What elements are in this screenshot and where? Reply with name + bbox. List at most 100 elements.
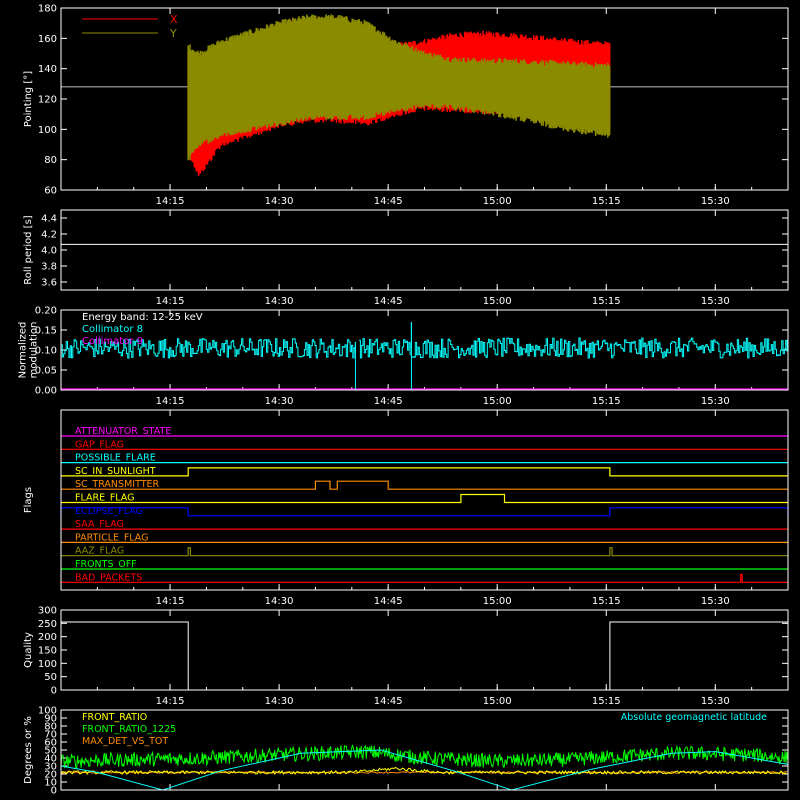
front-ratio-series-latitude [60,749,789,791]
flag-line [61,493,788,504]
front-ratio-series-max-det [60,771,788,774]
front-ratio-legend-label: MAX_DET_VS_TOT [82,736,168,747]
quality-xtick-label: 14:45 [374,696,403,707]
quality-ytick-label: 50 [44,672,57,683]
modulation-xtick-label: 15:15 [592,396,621,407]
pointing-ytick-label: 160 [38,34,57,45]
roll-ytick-label: 4.4 [41,214,57,225]
roll-xtick-label: 15:30 [701,296,730,307]
quality-xtick-label: 14:15 [156,696,185,707]
front-ratio-series-front-ratio [60,766,787,775]
roll-xtick-label: 14:45 [374,296,403,307]
modulation-ytick-label: 0.00 [35,386,57,397]
modulation-annotation: Energy band: 12-25 keV [82,312,203,323]
quality-ytick-label: 200 [38,632,57,643]
front-ratio-ytick-label: 80 [44,722,57,733]
flags-frame [60,409,789,591]
modulation-annotation: Collimator 8 [82,324,143,335]
flag-label: SC_IN_SUNLIGHT [75,466,156,477]
modulation-xtick-label: 15:00 [483,396,512,407]
quality-xtick-label: 15:15 [592,696,621,707]
flag-label: POSSIBLE_FLARE [75,453,156,464]
quality-panel: 0 50 100 150 200 250 300 Quality 14:15 14:30 14:45… [23,606,789,707]
pointing-legend-label: X [170,13,178,26]
flag-line [60,507,789,517]
pointing-panel: 60 80 100 120 140 160 180 Pointing [°] 14:15 14:3… [23,4,789,207]
quality-ytick-label: 250 [38,619,57,630]
modulation-panel: 0.00 0.05 0.10 0.15 0.20 Normalized modulation… [18,306,789,407]
flag-label: PARTICLE_FLAG [75,532,148,543]
front-ratio-ytick-label: 50 [44,746,57,757]
pointing-ytick-label: 100 [38,125,57,136]
pointing-xtick-label: 15:00 [483,196,512,207]
front-ratio-ytick-label: 40 [44,754,57,765]
pointing-ytick-label: 120 [38,95,57,106]
quality-ytick-label: 0 [51,686,57,697]
modulation-ytick-label: 0.15 [35,326,57,337]
front-ratio-ytick-label: 10 [44,778,57,789]
front-ratio-ytick-label: 90 [44,714,57,725]
front-ratio-frame [60,709,789,791]
flags-xtick-label: 14:45 [374,596,403,607]
modulation-ytick-label: 0.20 [35,306,57,317]
flags-ylabel: Flags [23,487,34,513]
front-ratio-series-1225 [60,744,789,769]
roll-xtick-label: 15:15 [592,296,621,307]
pointing-xtick-label: 14:45 [374,196,403,207]
flag-label: FRONTS_OFF [75,559,137,570]
modulation-annotation: Collimator 9 [82,336,143,347]
quality-ylabel: Quality [23,632,34,668]
flags-xtick-label: 15:00 [483,596,512,607]
pointing-ytick-label: 140 [38,64,57,75]
flags-xtick-label: 14:30 [265,596,294,607]
modulation-frame [60,309,789,391]
modulation-ytick-label: 0.05 [35,366,57,377]
roll-xtick-label: 15:00 [483,296,512,307]
quality-xtick-label: 15:30 [701,696,730,707]
modulation-xtick-label: 14:15 [156,396,185,407]
flag-line [61,547,788,557]
front-ratio-legend-label: FRONT_RATIO [82,712,147,723]
pointing-ytick-label: 180 [38,4,57,15]
roll-ytick-label: 3.6 [41,278,57,289]
flag-label: ECLIPSE_FLAG [75,506,143,517]
pointing-ytick-label: 60 [44,186,57,197]
flag-line [61,573,788,583]
roll-ytick-label: 3.8 [41,262,57,273]
roll-xtick-label: 14:15 [156,296,185,307]
flag-label: AAZ_FLAG [75,546,124,557]
flag-label: BAD_PACKETS [75,572,142,583]
modulation-xtick-label: 15:30 [701,396,730,407]
pointing-xtick-label: 14:30 [265,196,294,207]
flag-line [61,467,788,477]
pointing-series-y [187,14,611,161]
pointing-legend-label: Y [169,27,177,40]
front-ratio-ytick-label: 70 [44,730,57,741]
front-ratio-right-label: Absolute geomagnetic latitude [621,712,767,723]
modulation-ytick-label: 0.10 [35,346,57,357]
pointing-xtick-label: 15:15 [592,196,621,207]
modulation-xtick-label: 14:45 [374,396,403,407]
quality-xtick-label: 14:30 [265,696,294,707]
pointing-ytick-label: 80 [44,155,57,166]
flags-xtick-label: 15:30 [701,596,730,607]
front-ratio-ytick-label: 0 [51,786,57,797]
front-ratio-ytick-label: 100 [38,706,57,717]
pointing-xtick-label: 15:30 [701,196,730,207]
pointing-ylabel: Pointing [°] [23,71,34,127]
quality-xtick-label: 15:00 [483,696,512,707]
roll-panel: 3.6 3.8 4.0 4.2 4.4 Roll period [s] 14:15 14:30… [23,209,789,307]
quality-ytick-label: 150 [38,646,57,657]
front-ratio-ytick-label: 20 [44,770,57,781]
flag-label: FLARE_FLAG [75,493,135,504]
modulation-ylabel: Normalized [18,322,29,379]
quality-frame [60,609,789,691]
flag-label: SC_TRANSMITTER [75,479,160,490]
flag-label: SAA_FLAG [75,519,124,530]
front-ratio-ytick-label: 60 [44,738,57,749]
modulation-ylabel: modulation [29,322,40,379]
